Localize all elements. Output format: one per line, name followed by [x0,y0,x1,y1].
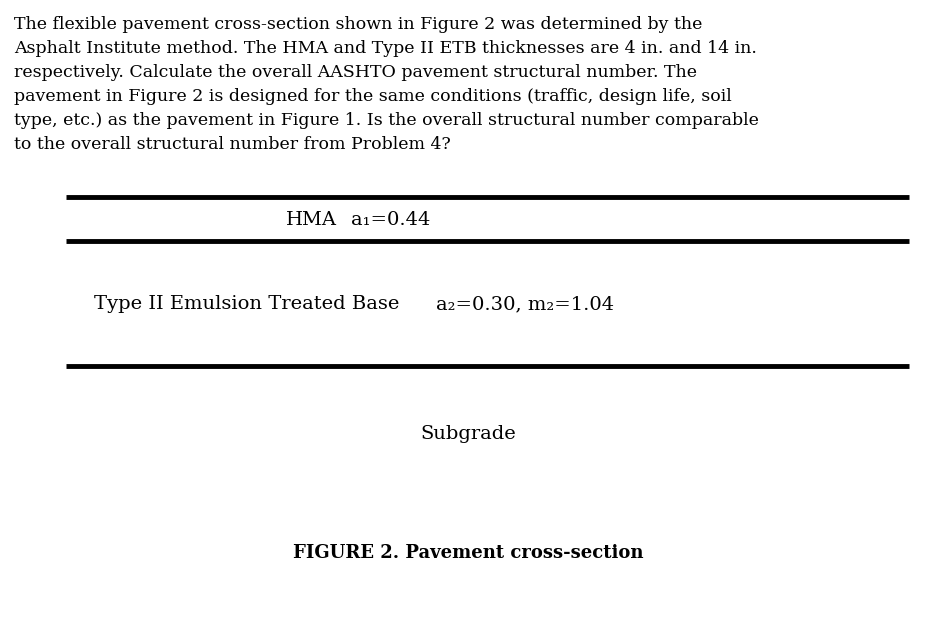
Text: Subgrade: Subgrade [420,426,516,443]
Text: a₂=0.30, m₂=1.04: a₂=0.30, m₂=1.04 [435,296,613,313]
Text: HMA: HMA [286,211,337,229]
Text: FIGURE 2. Pavement cross-section: FIGURE 2. Pavement cross-section [293,544,643,562]
Text: a₁=0.44: a₁=0.44 [351,211,431,229]
Text: Type II Emulsion Treated Base: Type II Emulsion Treated Base [94,296,399,313]
Text: The flexible pavement cross-section shown in Figure 2 was determined by the
Asph: The flexible pavement cross-section show… [14,16,758,153]
